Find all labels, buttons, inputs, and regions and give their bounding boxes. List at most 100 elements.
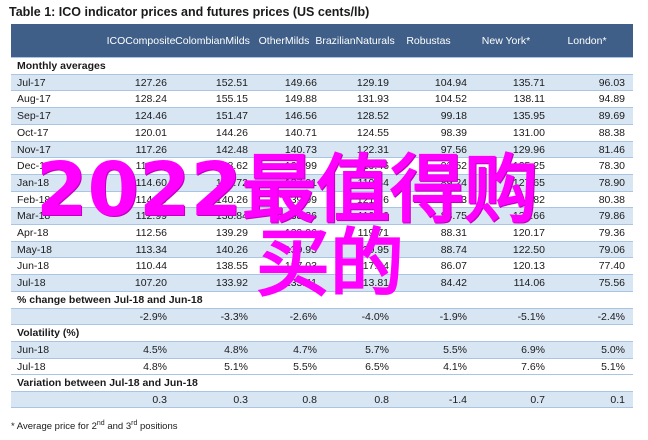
- table-cell: 97.56: [440, 143, 467, 156]
- table-cell: 98.39: [440, 126, 467, 139]
- table-cell: 79.06: [598, 243, 625, 256]
- table-cell: 139.95: [284, 243, 317, 256]
- table-cell: 133.41: [284, 277, 317, 290]
- section-heading-label: % change between Jul-18 and Jun-18: [17, 293, 203, 306]
- row-label: Mar-18: [17, 210, 51, 223]
- table-cell: 78.90: [598, 176, 625, 189]
- table-cell: 135.71: [512, 76, 545, 89]
- column-header-line1: London*: [567, 34, 607, 47]
- table-cell: 0.7: [530, 394, 545, 406]
- table-cell: 94.89: [598, 93, 625, 106]
- table-cell: 133.92: [215, 277, 248, 290]
- table-row: Jun-18 110.44 138.55 137.03 117.64 86.07 120.1…: [11, 257, 633, 274]
- table-cell: -2.6%: [289, 310, 317, 323]
- table-cell: 119.71: [357, 227, 389, 239]
- table-row: Oct-17 120.01 144.26 140.71 124.55 98.39 131.0…: [11, 123, 633, 141]
- table-cell: 104.94: [434, 76, 467, 89]
- table-cell: 88.31: [440, 227, 467, 239]
- table-cell: 89.69: [598, 110, 625, 123]
- table-cell: 142.48: [215, 143, 248, 156]
- section-heading: Monthly averages: [11, 57, 633, 74]
- table-cell: 149.88: [284, 93, 317, 106]
- table-cell: 114.00: [135, 160, 167, 173]
- table-cell: 5.5%: [443, 343, 467, 356]
- table-cell: 127.26: [134, 76, 167, 89]
- table-cell: 5.1%: [224, 360, 248, 373]
- table-cell: 6.9%: [521, 343, 545, 356]
- table-cell: 135.99: [284, 160, 317, 173]
- table-cell: 117.26: [135, 143, 167, 156]
- row-label: Jul-17: [17, 76, 46, 89]
- table-cell: -2.9%: [139, 310, 167, 323]
- table-cell: 5.0%: [601, 343, 625, 356]
- table-row: Jun-18 4.5% 4.8% 4.7% 5.7% 5.5% 6.9% 5.0%: [11, 340, 633, 358]
- table-cell: 107.20: [134, 277, 167, 290]
- section-heading: Volatility (%): [11, 324, 633, 341]
- section-heading-label: Monthly averages: [17, 60, 106, 72]
- table-cell: 0.3: [152, 394, 167, 406]
- table-cell: 96.03: [598, 76, 625, 89]
- table-cell: 4.8%: [143, 360, 167, 373]
- table-cell: 139.29: [215, 227, 248, 239]
- table-cell: 120.01: [134, 126, 167, 139]
- table-cell: 131.00: [512, 126, 545, 139]
- column-header: Robustas: [393, 24, 464, 57]
- column-header-line1: Colombian: [175, 34, 226, 47]
- column-header: New York*: [467, 24, 545, 57]
- table-cell: 124.46: [134, 110, 167, 123]
- table-cell: 92.52: [440, 160, 467, 173]
- table-cell: 122.50: [512, 243, 545, 256]
- table-cell: 138.11: [513, 93, 545, 106]
- table-cell: 131.93: [356, 93, 389, 106]
- table-row: May-18 113.34 140.26 139.95 120.95 88.74 122.5…: [11, 240, 633, 258]
- table-cell: 120.95: [356, 243, 389, 256]
- table-cell: 7.6%: [521, 360, 545, 373]
- table-cell: 119.46: [357, 160, 389, 173]
- table-cell: 127.65: [512, 176, 545, 189]
- row-label: Jun-18: [17, 343, 50, 356]
- column-header-line1: Robustas: [406, 34, 451, 47]
- row-label: Aug-17: [17, 93, 51, 106]
- table-cell: 155.15: [215, 93, 248, 106]
- watermark-overlay-line2: 买的: [256, 221, 404, 307]
- column-header-line1: New York*: [481, 34, 531, 47]
- table-cell: -5.1%: [517, 310, 545, 323]
- table-cell: 80.38: [598, 193, 625, 206]
- column-header: ICO Composite: [107, 24, 176, 57]
- column-header-line1: Other: [258, 34, 285, 47]
- table-cell: 125.25: [512, 160, 545, 173]
- table-cell: 152.51: [215, 76, 248, 89]
- row-label: [11, 309, 17, 325]
- column-header-line2: Naturals: [355, 34, 395, 47]
- table-cell: 128.24: [134, 93, 167, 106]
- table-cell: 135.95: [512, 110, 545, 123]
- column-header-line2: Composite: [125, 34, 176, 47]
- table-cell: 0.1: [610, 394, 625, 406]
- table-cell: 78.30: [598, 160, 625, 173]
- row-label: Feb-18: [17, 193, 51, 206]
- table-cell: 121.66: [512, 210, 545, 223]
- table-cell: 4.7%: [293, 343, 317, 356]
- section-heading: % change between Jul-18 and Jun-18: [11, 290, 633, 308]
- table-cell: 138.36: [284, 210, 317, 223]
- table-cell: 88.74: [440, 243, 467, 256]
- table-cell: 120.17: [512, 227, 545, 239]
- table-cell: 86.07: [440, 260, 467, 273]
- table-cell: -2.4%: [597, 310, 625, 323]
- table-cell: 112.99: [135, 210, 167, 223]
- table-cell: 5.7%: [365, 343, 389, 356]
- table-cell: 138.62: [215, 160, 248, 173]
- row-label: Sep-17: [17, 110, 51, 123]
- table-cell: 5.1%: [601, 360, 625, 373]
- table-cell: 128.52: [356, 110, 389, 123]
- table-cell: 112.56: [135, 227, 167, 239]
- table-cell: 146.56: [284, 110, 317, 123]
- table-row: Dec-17 114.00 138.62 135.99 119.46 92.52 125.2…: [11, 157, 633, 174]
- column-header-line1: Brazilian: [315, 34, 356, 47]
- table-cell: 138.84: [215, 210, 248, 223]
- table-row: Jul-18 4.8% 5.1% 5.5% 6.5% 4.1% 7.6% 5.1%: [11, 357, 633, 375]
- table-cell: 104.52: [434, 93, 467, 106]
- column-header-line2: Milds: [225, 34, 250, 47]
- table-cell: 114.06: [513, 277, 545, 290]
- table-cell: 81.46: [598, 143, 625, 156]
